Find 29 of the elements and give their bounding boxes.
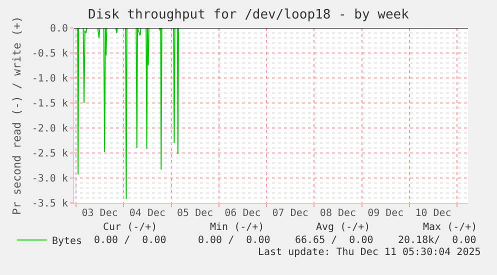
x-tick-label: 03 Dec [82,208,118,219]
x-tick-label: 05 Dec [177,208,214,219]
text: Last update: Thu Dec 11 05:30:04 2025 [258,247,481,258]
y-tick-label: -2.0 k [32,124,68,134]
x-tick-label: 06 Dec [224,208,261,219]
text: 0.00 / 0.00 [94,235,166,246]
text: Avg (-/+) [316,222,370,233]
y-tick-label: -1.5 k [32,98,68,110]
x-tick-label: 08 Dec [320,208,356,219]
x-tick-label: 07 Dec [272,208,308,219]
x-tick-label: 09 Dec [368,208,404,219]
text: Cur (-/+) [103,222,158,233]
y-tick-label: -1.0 k [32,74,68,84]
y-tick-label: -3.5 k [32,198,68,210]
y-tick-label: -2.5 k [32,148,68,160]
x-tick-label: 04 Dec [129,208,166,219]
text: Min (-/+) [210,222,264,233]
y-tick-label: 0.0 [50,24,68,34]
y-tick-label: -3.0 k [32,174,68,184]
text: 0.00 / 0.00 [198,235,270,246]
y-tick-label: -0.5 k [32,48,68,60]
text: 66.65 / 0.00 [295,235,374,246]
text: 20.18k/ 0.00 [398,235,476,246]
text: Max (-/+) [423,222,478,233]
chart-title: Disk throughput for /dev/loop18 - by week [88,8,410,23]
y-axis-title: Pr second read (-) / write (+) [10,16,24,215]
legend-label: Bytes [52,236,82,247]
line-series [74,28,180,200]
x-tick-label: 10 Dec [415,208,452,219]
